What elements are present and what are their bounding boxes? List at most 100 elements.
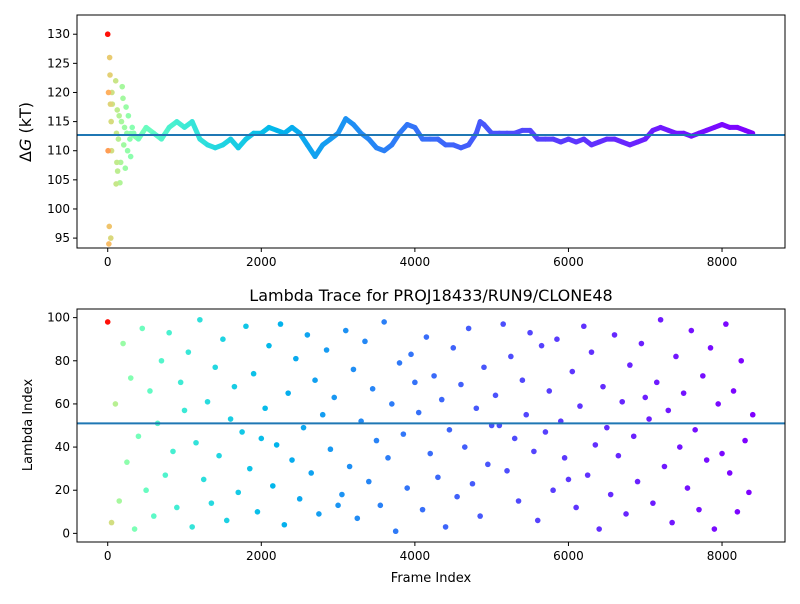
bottom-plot-frame [76,308,786,543]
lambda-point [492,392,499,399]
lambda-point [661,463,668,470]
lambda-point [442,524,449,530]
lambda-point [412,379,418,386]
lambda-point [396,360,403,366]
delta-g-axes: 0 2000 4000 6000 8000 95 100 105 110 115 120 125 130 [47,14,786,269]
lambda-point [127,375,134,381]
lambda-point [742,437,748,444]
delta-g-point [123,104,129,110]
lambda-point [584,472,591,478]
lambda-point [715,401,721,407]
lambda-point [200,476,207,483]
lambda-point [235,489,242,496]
lambda-point [227,416,234,422]
lambda-point [531,448,537,455]
lambda-point [469,480,476,487]
lambda-point [354,515,361,522]
lambda-point [220,336,226,343]
lambda-point [519,377,526,383]
lambda-point [707,345,714,351]
top-y-tick-label: 125 [47,56,70,70]
lambda-point [197,316,203,323]
lambda-point [523,411,530,418]
delta-g-point [125,112,132,119]
bottom-y-tick-label: 40 [55,440,70,454]
lambda-point [734,508,741,515]
lambda-point [254,508,261,515]
lambda-point [723,321,729,327]
delta-g-point [108,118,114,125]
lambda-point [316,511,322,517]
lambda-point [193,439,199,446]
lambda-point [381,319,387,325]
delta-g-point [117,159,124,166]
lambda-point [346,463,353,470]
lambda-point [223,517,230,524]
lambda-point [538,342,545,349]
top-y-axis-label: ΔG (kT) [16,102,35,162]
lambda-point [749,411,756,418]
lambda-point [431,373,437,379]
lambda-point [446,427,453,433]
lambda-point [342,327,349,334]
lambda-point [542,429,549,435]
lambda-point [473,405,480,412]
lambda-point [642,394,649,401]
lambda-point [166,329,172,336]
bottom-y-tick-label: 100 [47,311,70,325]
top-x-tick-label: 8000 [707,255,738,269]
lambda-point [327,446,334,453]
lambda-point [692,427,698,433]
lambda-point [208,500,215,506]
lambda-point [231,383,238,390]
lambda-point [104,319,111,325]
delta-g-point [113,181,119,187]
lambda-point [546,388,553,394]
lambda-point [189,524,195,530]
lambda-point [331,394,338,401]
lambda-point [246,465,253,472]
lambda-point [688,327,695,334]
bottom-x-tick-label: 8000 [707,549,738,563]
lambda-point [592,442,599,448]
lambda-point [389,401,395,407]
bottom-x-axis-label: Frame Index [391,571,472,586]
lambda-point [181,407,188,414]
lambda-point [650,500,656,506]
lambda-point [158,357,165,364]
lambda-point [120,340,126,347]
lambda-point [630,433,637,440]
lambda-point [335,502,341,509]
top-y-tick-label: 95 [55,231,70,245]
delta-g-point [106,54,113,61]
delta-g-point [106,223,113,230]
delta-g-point [120,142,127,148]
bottom-x-tick-label: 2000 [246,549,277,563]
lambda-point [604,424,610,431]
delta-g-trace-segment [742,127,756,136]
lambda-point [703,457,710,463]
lambda-point [561,455,568,461]
lambda-point [143,487,149,494]
delta-g-point [120,95,126,102]
lambda-point [427,450,434,457]
lambda-point [250,370,257,377]
lambda-point [108,519,115,526]
lambda-point [285,390,291,396]
lambda-point [534,517,541,524]
lambda-point [615,452,622,459]
lambda-point [458,381,464,388]
bottom-chart-title: Lambda Trace for PROJ18433/RUN9/CLONE48 [249,286,612,305]
lambda-point [477,513,483,519]
lambda-point [408,351,414,358]
delta-g-point [129,124,136,131]
lambda-point [569,368,576,375]
delta-g-point [114,107,121,113]
lambda-point [277,321,284,327]
lambda-point [465,325,472,332]
lambda-point [273,442,280,448]
lambda-point [377,502,384,509]
lambda-point [135,433,142,440]
lambda-point [665,407,672,414]
lambda-point [588,349,595,355]
